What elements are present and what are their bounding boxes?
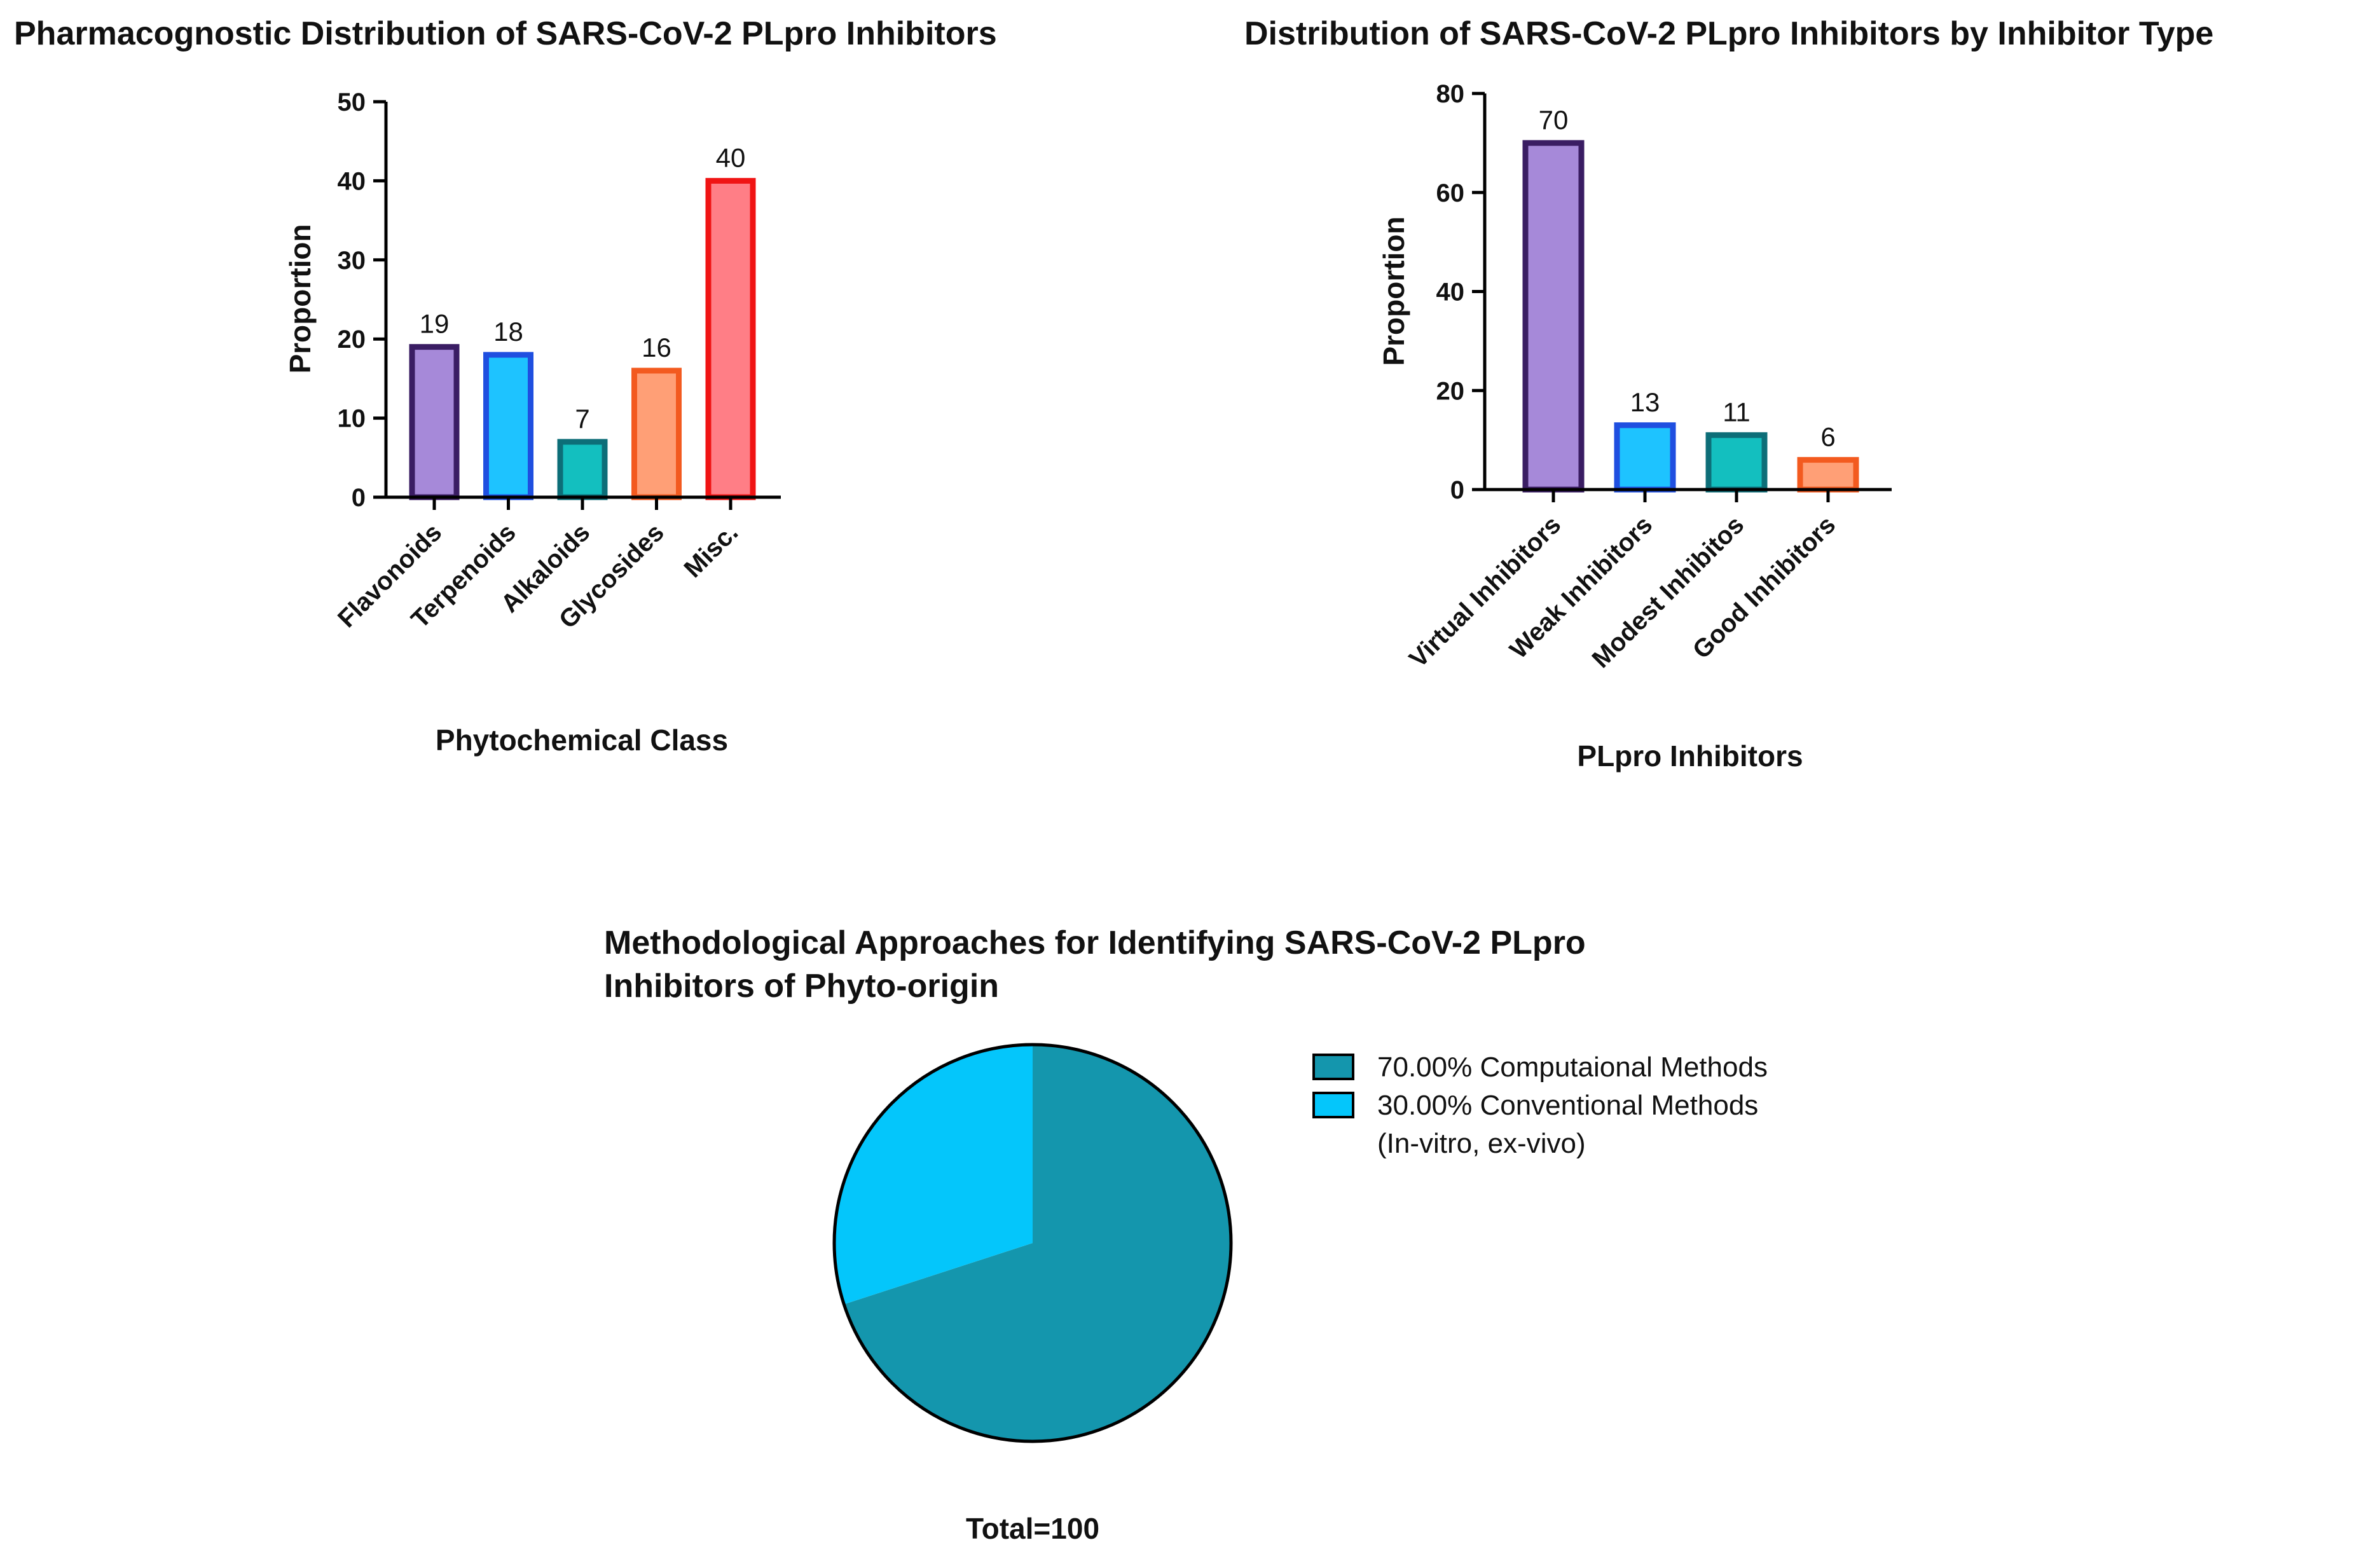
chart2-x-axis-title: PLpro Inhibitors: [1577, 739, 1803, 773]
chart1-data-label-4: 40: [716, 142, 746, 172]
chart2-ytick-label: 40: [1436, 278, 1465, 306]
chart1-ytick-label: 10: [338, 405, 366, 433]
chart1-bar-4: [705, 177, 756, 500]
legend-swatch-1: [1312, 1092, 1354, 1118]
chart2-title: Distribution of SARS-CoV-2 PLpro Inhibit…: [1244, 15, 2213, 52]
chart2-ytick-label: 80: [1436, 80, 1465, 108]
chart1-bar-1: [483, 352, 533, 500]
chart1-data-label-0: 19: [420, 309, 450, 339]
legend-label-1-line-1: (In-vitro, ex-vivo): [1377, 1128, 1586, 1159]
chart1-bar-2: [557, 439, 608, 500]
chart2-y-axis-title: Proportion: [1377, 216, 1410, 366]
chart2-category-label-0: Virtual Inhibitors: [1404, 511, 1566, 673]
chart2-data-label-0: 70: [1539, 105, 1569, 135]
chart1-category-label-4: Misc.: [679, 518, 744, 583]
chart1-ytick-label: 30: [338, 247, 366, 275]
chart2-category-label-2: Modest Inhibitos: [1587, 511, 1750, 673]
chart1-data-label-1: 18: [493, 317, 523, 347]
chart2-ytick-label: 0: [1450, 476, 1464, 504]
pie-slice-0: [844, 1045, 1231, 1441]
legend-swatch-0: [1312, 1054, 1354, 1080]
chart1-ytick-label: 0: [352, 484, 366, 512]
chart3-title-line1: Methodological Approaches for Identifyin…: [604, 924, 1586, 961]
chart1-title: Pharmacognostic Distribution of SARS-CoV…: [14, 15, 997, 52]
chart-phytochemical-class: Pharmacognostic Distribution of SARS-CoV…: [14, 15, 997, 757]
chart1-axes: [384, 102, 781, 499]
chart1-bar-0: [409, 344, 460, 500]
chart2-axes: [1483, 93, 1892, 491]
chart2-ytick-label: 20: [1436, 377, 1465, 405]
chart1-data-label-2: 7: [575, 404, 589, 434]
chart2-bar-2: [1705, 432, 1768, 493]
chart2-bar-3: [1797, 457, 1859, 493]
chart2-bar-1: [1614, 422, 1676, 493]
chart2-data-label-2: 11: [1723, 397, 1751, 427]
chart1-y-axis-title: Proportion: [284, 224, 317, 373]
chart2-bar-0: [1522, 140, 1585, 493]
chart1-ytick-label: 20: [338, 326, 366, 354]
chart1-ytick-label: 40: [338, 167, 366, 195]
chart1-x-axis-title: Phytochemical Class: [436, 724, 728, 757]
pie-outline: [832, 1043, 1233, 1443]
chart3-total-label: Total=100: [966, 1512, 1099, 1545]
chart1-bar-3: [631, 367, 682, 500]
chart2-ytick-label: 60: [1436, 179, 1465, 207]
legend-label-0-line-0: 70.00% Computaional Methods: [1377, 1052, 1768, 1083]
legend-label-1-line-0: 30.00% Conventional Methods: [1377, 1090, 1758, 1121]
chart2-data-label-1: 13: [1630, 387, 1660, 417]
chart1-ytick-label: 50: [338, 88, 366, 116]
chart1-data-label-3: 16: [642, 333, 671, 362]
pie-slice-1: [834, 1045, 1033, 1305]
chart-inhibitor-type: Distribution of SARS-CoV-2 PLpro Inhibit…: [1244, 15, 2213, 773]
chart2-data-label-3: 6: [1820, 422, 1835, 451]
chart-methodological-approaches: Methodological Approaches for Identifyin…: [604, 924, 1768, 1545]
chart3-title-line2: Inhibitors of Phyto-origin: [604, 968, 999, 1005]
